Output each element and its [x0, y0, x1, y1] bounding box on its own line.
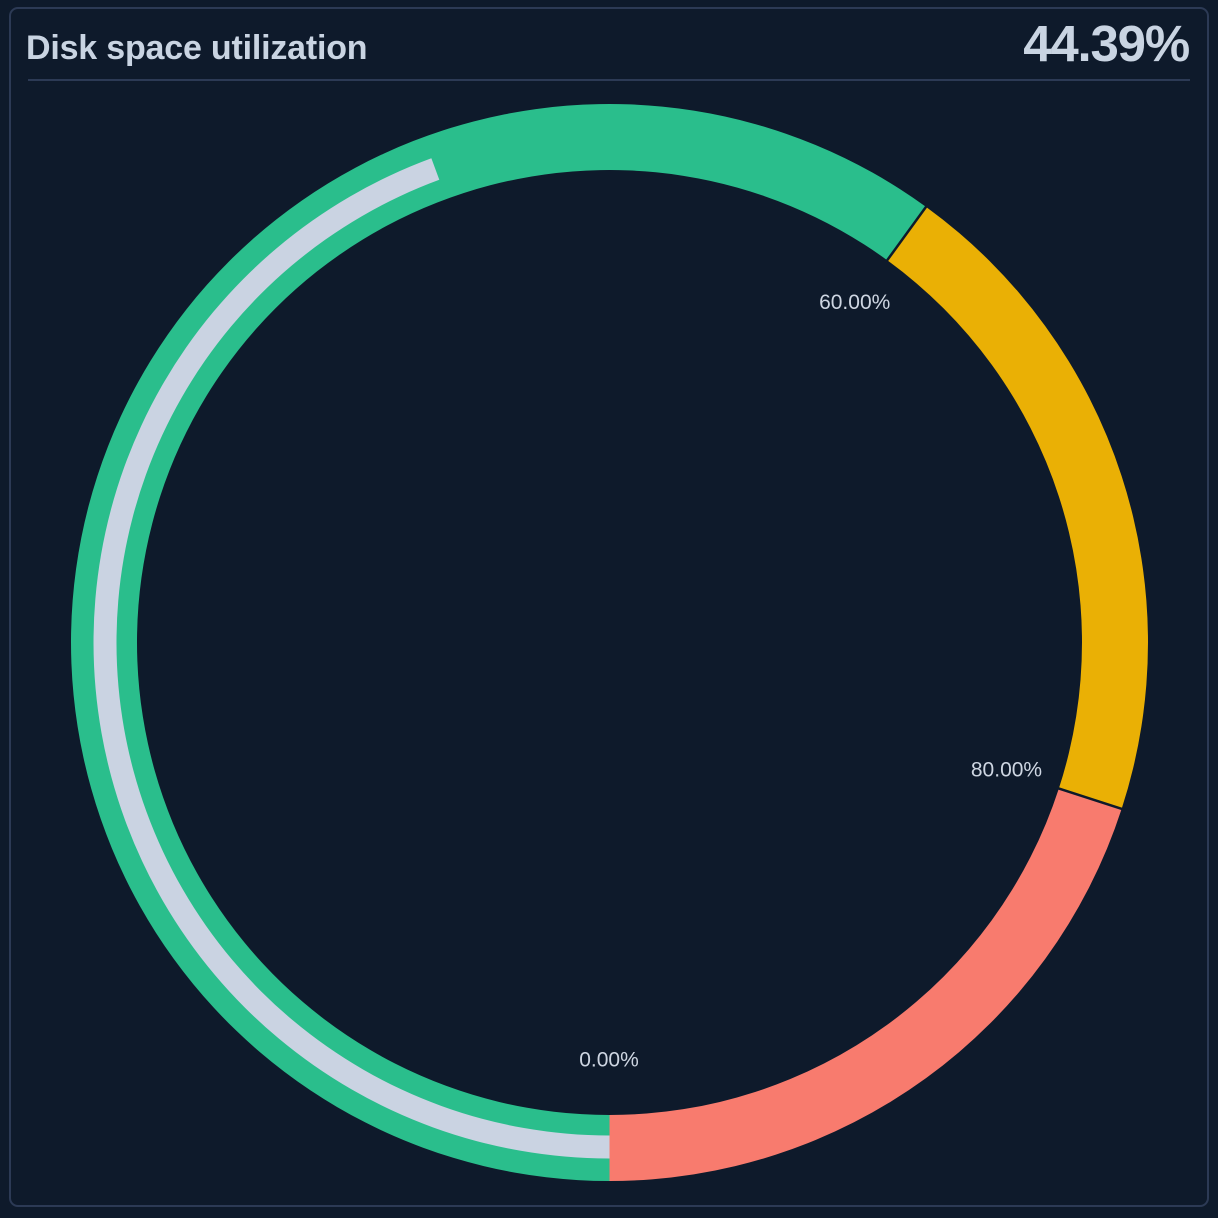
svg-text:60.00%: 60.00% — [819, 291, 890, 314]
svg-text:0.00%: 0.00% — [579, 1049, 639, 1072]
svg-text:80.00%: 80.00% — [971, 758, 1042, 781]
